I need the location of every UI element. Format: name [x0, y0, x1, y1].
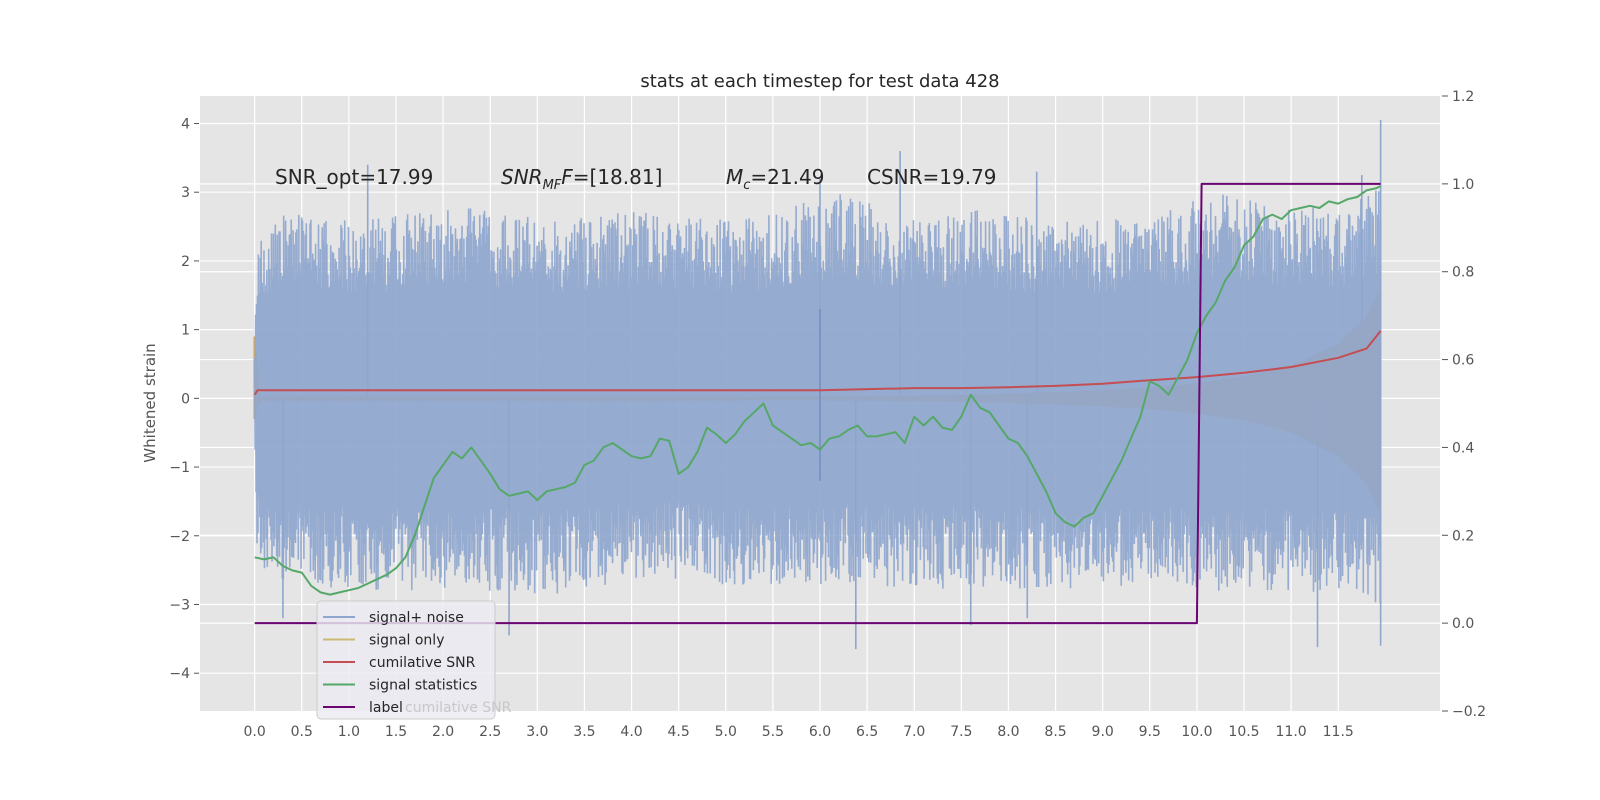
- x-tick-label: 3.5: [573, 724, 595, 740]
- x-tick-label: 8.0: [997, 724, 1019, 740]
- chart-title: stats at each timestep for test data 428: [640, 71, 999, 92]
- annotation-chirp-mass: Mc=21.49: [726, 165, 824, 193]
- y-tick-label: 1: [181, 323, 190, 339]
- annotation-snr-mf-subscript: MF: [543, 178, 562, 193]
- y-tick-label: 2: [181, 254, 190, 270]
- annotation-chirp-mass-value: =21.49: [750, 165, 824, 189]
- x-tick-label: 11.5: [1323, 724, 1354, 740]
- x-tick-label: 8.5: [1044, 724, 1066, 740]
- y-tick-label: −1: [169, 460, 190, 476]
- x-tick-label: 9.5: [1139, 724, 1161, 740]
- annotation-snr-mf: SNRMFF=[18.81]: [501, 165, 662, 193]
- legend-ghost-text: cumilative SNR: [405, 700, 512, 716]
- y-tick-label: 3: [181, 185, 190, 201]
- x-tick-label: 3.0: [526, 724, 548, 740]
- x-tick-label: 4.0: [620, 724, 642, 740]
- ticks: 0.0 0.5 1.0 1.5 2.0 2.5 3.0 3.5 4.0 4.5 5.0 5.5 6.0 6…: [169, 89, 1486, 740]
- y2-tick-label: 1.2: [1452, 89, 1474, 105]
- x-tick-label: 4.5: [668, 724, 690, 740]
- cumilative-snr-line: [253, 330, 1382, 396]
- annotation-chirp-mass-symbol: M: [726, 165, 743, 189]
- y-tick-label: −3: [169, 597, 190, 613]
- x-tick-label: 1.0: [338, 724, 360, 740]
- y2-tick-label: 0.4: [1452, 440, 1474, 456]
- x-tick-label: 2.0: [432, 724, 454, 740]
- x-tick-label: 6.0: [809, 724, 831, 740]
- annotation-chirp-mass-subscript: c: [743, 178, 750, 193]
- y2-tick-label: 0.8: [1452, 265, 1474, 281]
- legend-label: signal only: [369, 633, 444, 649]
- legend-label: signal+ noise: [369, 610, 464, 626]
- y-axis-label: Whitened strain: [141, 343, 159, 462]
- legend: cumilative SNR signal+ noise signal only c…: [316, 600, 512, 720]
- legend-frame: [316, 600, 496, 720]
- annotation-snr-mf-symbol: SNR: [501, 165, 543, 189]
- x-tick-label: 10.0: [1181, 724, 1212, 740]
- y2-tick-label: 1.0: [1452, 177, 1474, 193]
- y2-tick-label: 0.6: [1452, 353, 1474, 369]
- legend-items: signal+ noise signal only cumilative SNR si…: [323, 610, 477, 716]
- x-tick-label: 0.5: [291, 724, 313, 740]
- x-tick-label: 10.5: [1228, 724, 1259, 740]
- x-tick-label: 7.0: [903, 724, 925, 740]
- data-layer: [253, 120, 1382, 650]
- annotation-snr-mf-value: [18.81]: [590, 165, 663, 189]
- x-tick-label: 1.5: [385, 724, 407, 740]
- annotation-snr-opt: SNR_opt=17.99: [275, 165, 433, 189]
- y-tick-label: −4: [169, 666, 190, 682]
- y-tick-label: 4: [181, 116, 190, 132]
- legend-label: label: [369, 700, 403, 716]
- legend-label: cumilative SNR: [369, 655, 476, 671]
- x-tick-label: 7.5: [950, 724, 972, 740]
- x-tick-label: 11.0: [1276, 724, 1307, 740]
- x-tick-label: 9.0: [1092, 724, 1114, 740]
- x-tick-label: 5.5: [762, 724, 784, 740]
- label-line: [254, 182, 1381, 625]
- signal-plus-noise-trace: [253, 190, 1382, 604]
- y-tick-label: 0: [181, 391, 190, 407]
- signal-statistics-line: [254, 185, 1382, 596]
- x-tick-label: 6.5: [856, 724, 878, 740]
- y-tick-label: −2: [169, 529, 190, 545]
- x-tick-label: 2.5: [479, 724, 501, 740]
- x-tick-label: 5.0: [715, 724, 737, 740]
- legend-label: signal statistics: [369, 678, 477, 694]
- y2-tick-label: −0.2: [1452, 704, 1486, 720]
- annotation-snr-mf-equals: F=: [561, 165, 589, 189]
- y2-tick-label: 0.0: [1452, 616, 1474, 632]
- annotation-csnr: CSNR=19.79: [867, 165, 997, 189]
- annotations: SNR_opt=17.99 SNRMFF=[18.81] Mc=21.49 CS…: [275, 165, 997, 193]
- y2-tick-label: 0.2: [1452, 528, 1474, 544]
- x-tick-label: 0.0: [244, 724, 266, 740]
